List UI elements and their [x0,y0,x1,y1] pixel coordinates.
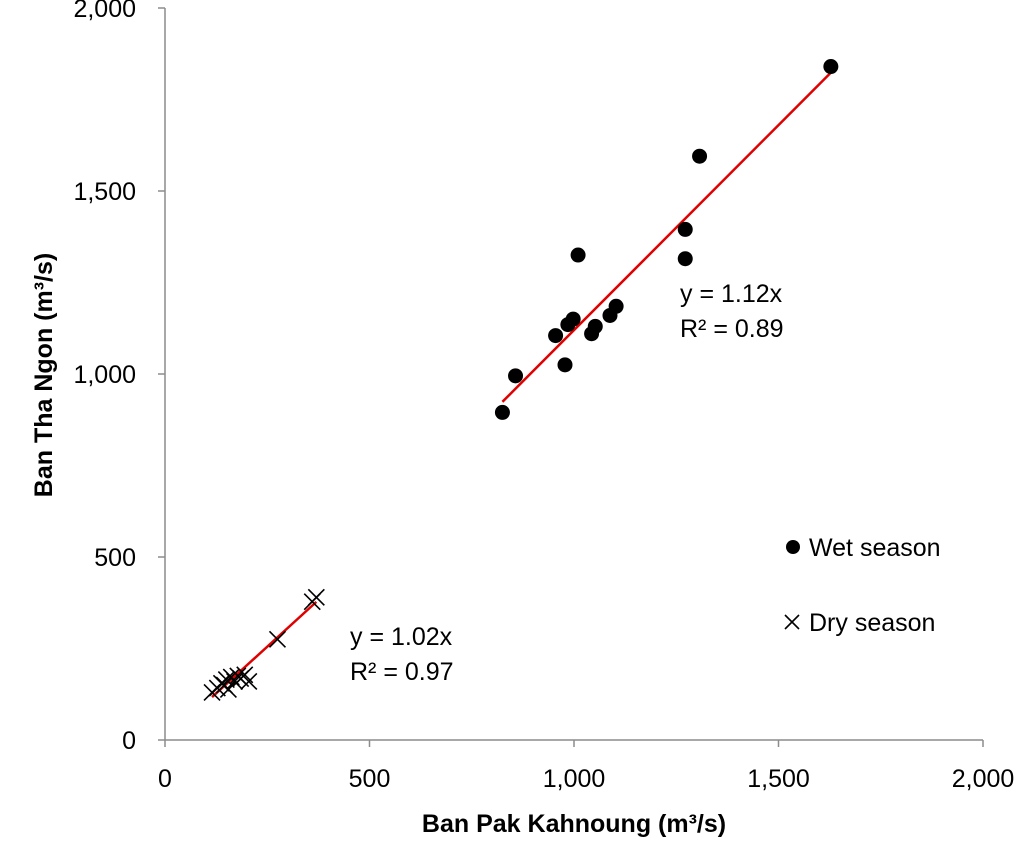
wet-point [570,247,586,263]
wet-point [587,318,603,334]
wet-point [677,251,693,267]
x-tick-label: 500 [349,765,391,793]
wet-trendline [501,71,832,403]
y-axis-title: Ban Tha Ngon (m³/s) [30,253,58,497]
legend-dry-marker [784,614,800,630]
wet-point [692,148,708,164]
trendlines [211,71,832,698]
x-tick-label: 1,500 [747,765,810,793]
x-tick-label: 0 [158,765,172,793]
wet-point [548,328,564,344]
wet-point [494,404,510,420]
wet-equation-label: y = 1.12x [680,280,783,308]
dry-equation-label: y = 1.02x [350,623,453,651]
wet-point [608,298,624,314]
wet-point [565,311,581,327]
wet-point [823,59,839,75]
wet-point [557,357,573,373]
dry-point [219,680,237,699]
dry-point [268,630,287,648]
wet-point [508,368,524,384]
wet-r2-label: R² = 0.89 [680,315,784,343]
y-tick-label: 1,000 [73,361,136,389]
legend-wet-marker [786,540,800,554]
dry-point [240,672,258,691]
legend: Wet season Dry season [784,534,941,637]
dry-point [225,672,244,691]
x-tick-label: 2,000 [952,765,1015,793]
dry-point [307,588,325,606]
dry-r2-label: R² = 0.97 [350,658,454,686]
y-tick-label: 2,000 [73,0,136,23]
data-points [203,59,839,701]
wet-point [677,221,693,237]
legend-dry-label: Dry season [809,609,935,637]
axes: 0 500 1,000 1,500 2,000 0 500 1,000 1,500 2,000 [73,0,1014,793]
y-tick-label: 0 [122,727,136,755]
y-tick-label: 500 [94,544,136,572]
dry-trendline [211,600,318,698]
legend-wet-label: Wet season [809,534,941,562]
x-tick-label: 1,000 [543,765,606,793]
x-axis-title: Ban Pak Kahnoung (m³/s) [422,810,726,838]
y-tick-label: 1,500 [73,178,136,206]
